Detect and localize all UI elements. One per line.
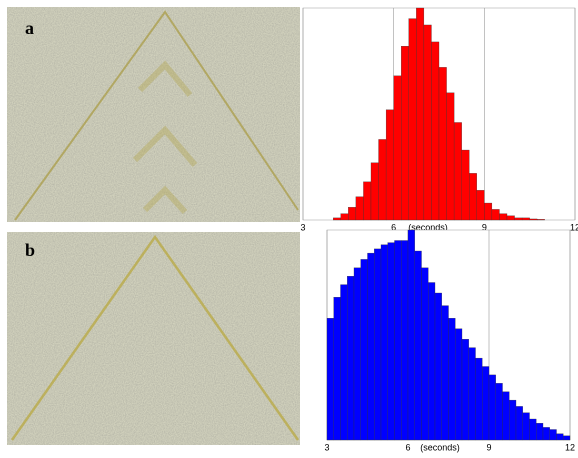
bar (431, 42, 439, 220)
bar (522, 218, 530, 220)
bar (379, 139, 387, 220)
bar (523, 413, 530, 440)
bar (496, 383, 503, 440)
bar (462, 150, 470, 220)
bar (469, 173, 477, 220)
bar (333, 218, 341, 220)
x-axis-label: (seconds) (420, 442, 460, 452)
bar (395, 241, 402, 441)
bar (435, 293, 442, 440)
bar (354, 268, 361, 440)
bar (394, 76, 402, 220)
figure: 36912(seconds)a36912(seconds)b (0, 0, 578, 458)
bar (449, 318, 456, 440)
bar (424, 25, 432, 220)
bar (447, 93, 455, 220)
x-tick-label: 3 (324, 442, 329, 452)
bar (388, 243, 395, 440)
bar (327, 318, 334, 440)
bar (482, 367, 489, 441)
bar (415, 251, 422, 440)
bar (422, 268, 429, 440)
bar (484, 203, 492, 220)
bar (341, 214, 349, 220)
bar (428, 283, 435, 441)
bar (563, 436, 570, 440)
bar (363, 182, 371, 220)
bar (536, 423, 543, 440)
panel-label: a (25, 18, 34, 38)
bar (348, 207, 356, 220)
bar (381, 245, 388, 440)
bar (550, 430, 557, 441)
x-tick-label: 6 (405, 442, 410, 452)
bar (341, 285, 348, 440)
x-tick-label: 12 (565, 442, 575, 452)
bar (416, 8, 424, 220)
bar (374, 249, 381, 440)
bar (361, 259, 368, 440)
bar (439, 67, 447, 220)
x-tick-label: 3 (300, 222, 305, 232)
bar (515, 218, 523, 220)
seismic-image-a (7, 7, 300, 222)
bar (477, 190, 485, 220)
bar (462, 339, 469, 440)
bar (347, 276, 354, 440)
bar (455, 329, 462, 440)
bar (530, 419, 537, 440)
bar (368, 253, 375, 440)
bar (442, 306, 449, 440)
bar (530, 219, 538, 220)
bar (499, 214, 507, 220)
panel-label: b (25, 240, 35, 260)
bar (503, 392, 510, 440)
x-tick-label: 9 (486, 442, 491, 452)
bar (401, 241, 408, 441)
bar (454, 122, 462, 220)
bar (507, 216, 515, 220)
bar (557, 434, 564, 440)
bar (409, 19, 417, 220)
bar (476, 358, 483, 440)
bar (401, 46, 409, 220)
seismic-image-b (7, 232, 300, 445)
x-tick-label: 12 (570, 222, 578, 232)
bar (408, 230, 415, 440)
page: 36912(seconds)a36912(seconds)b (() => { … (0, 0, 578, 458)
bar (489, 375, 496, 440)
bar (537, 219, 545, 220)
bar (492, 209, 500, 220)
bar (543, 427, 550, 440)
bar (371, 163, 379, 220)
bar (386, 110, 394, 220)
bar (516, 406, 523, 440)
bar (469, 348, 476, 440)
bar (356, 197, 364, 220)
bar (334, 297, 341, 440)
bar (509, 400, 516, 440)
